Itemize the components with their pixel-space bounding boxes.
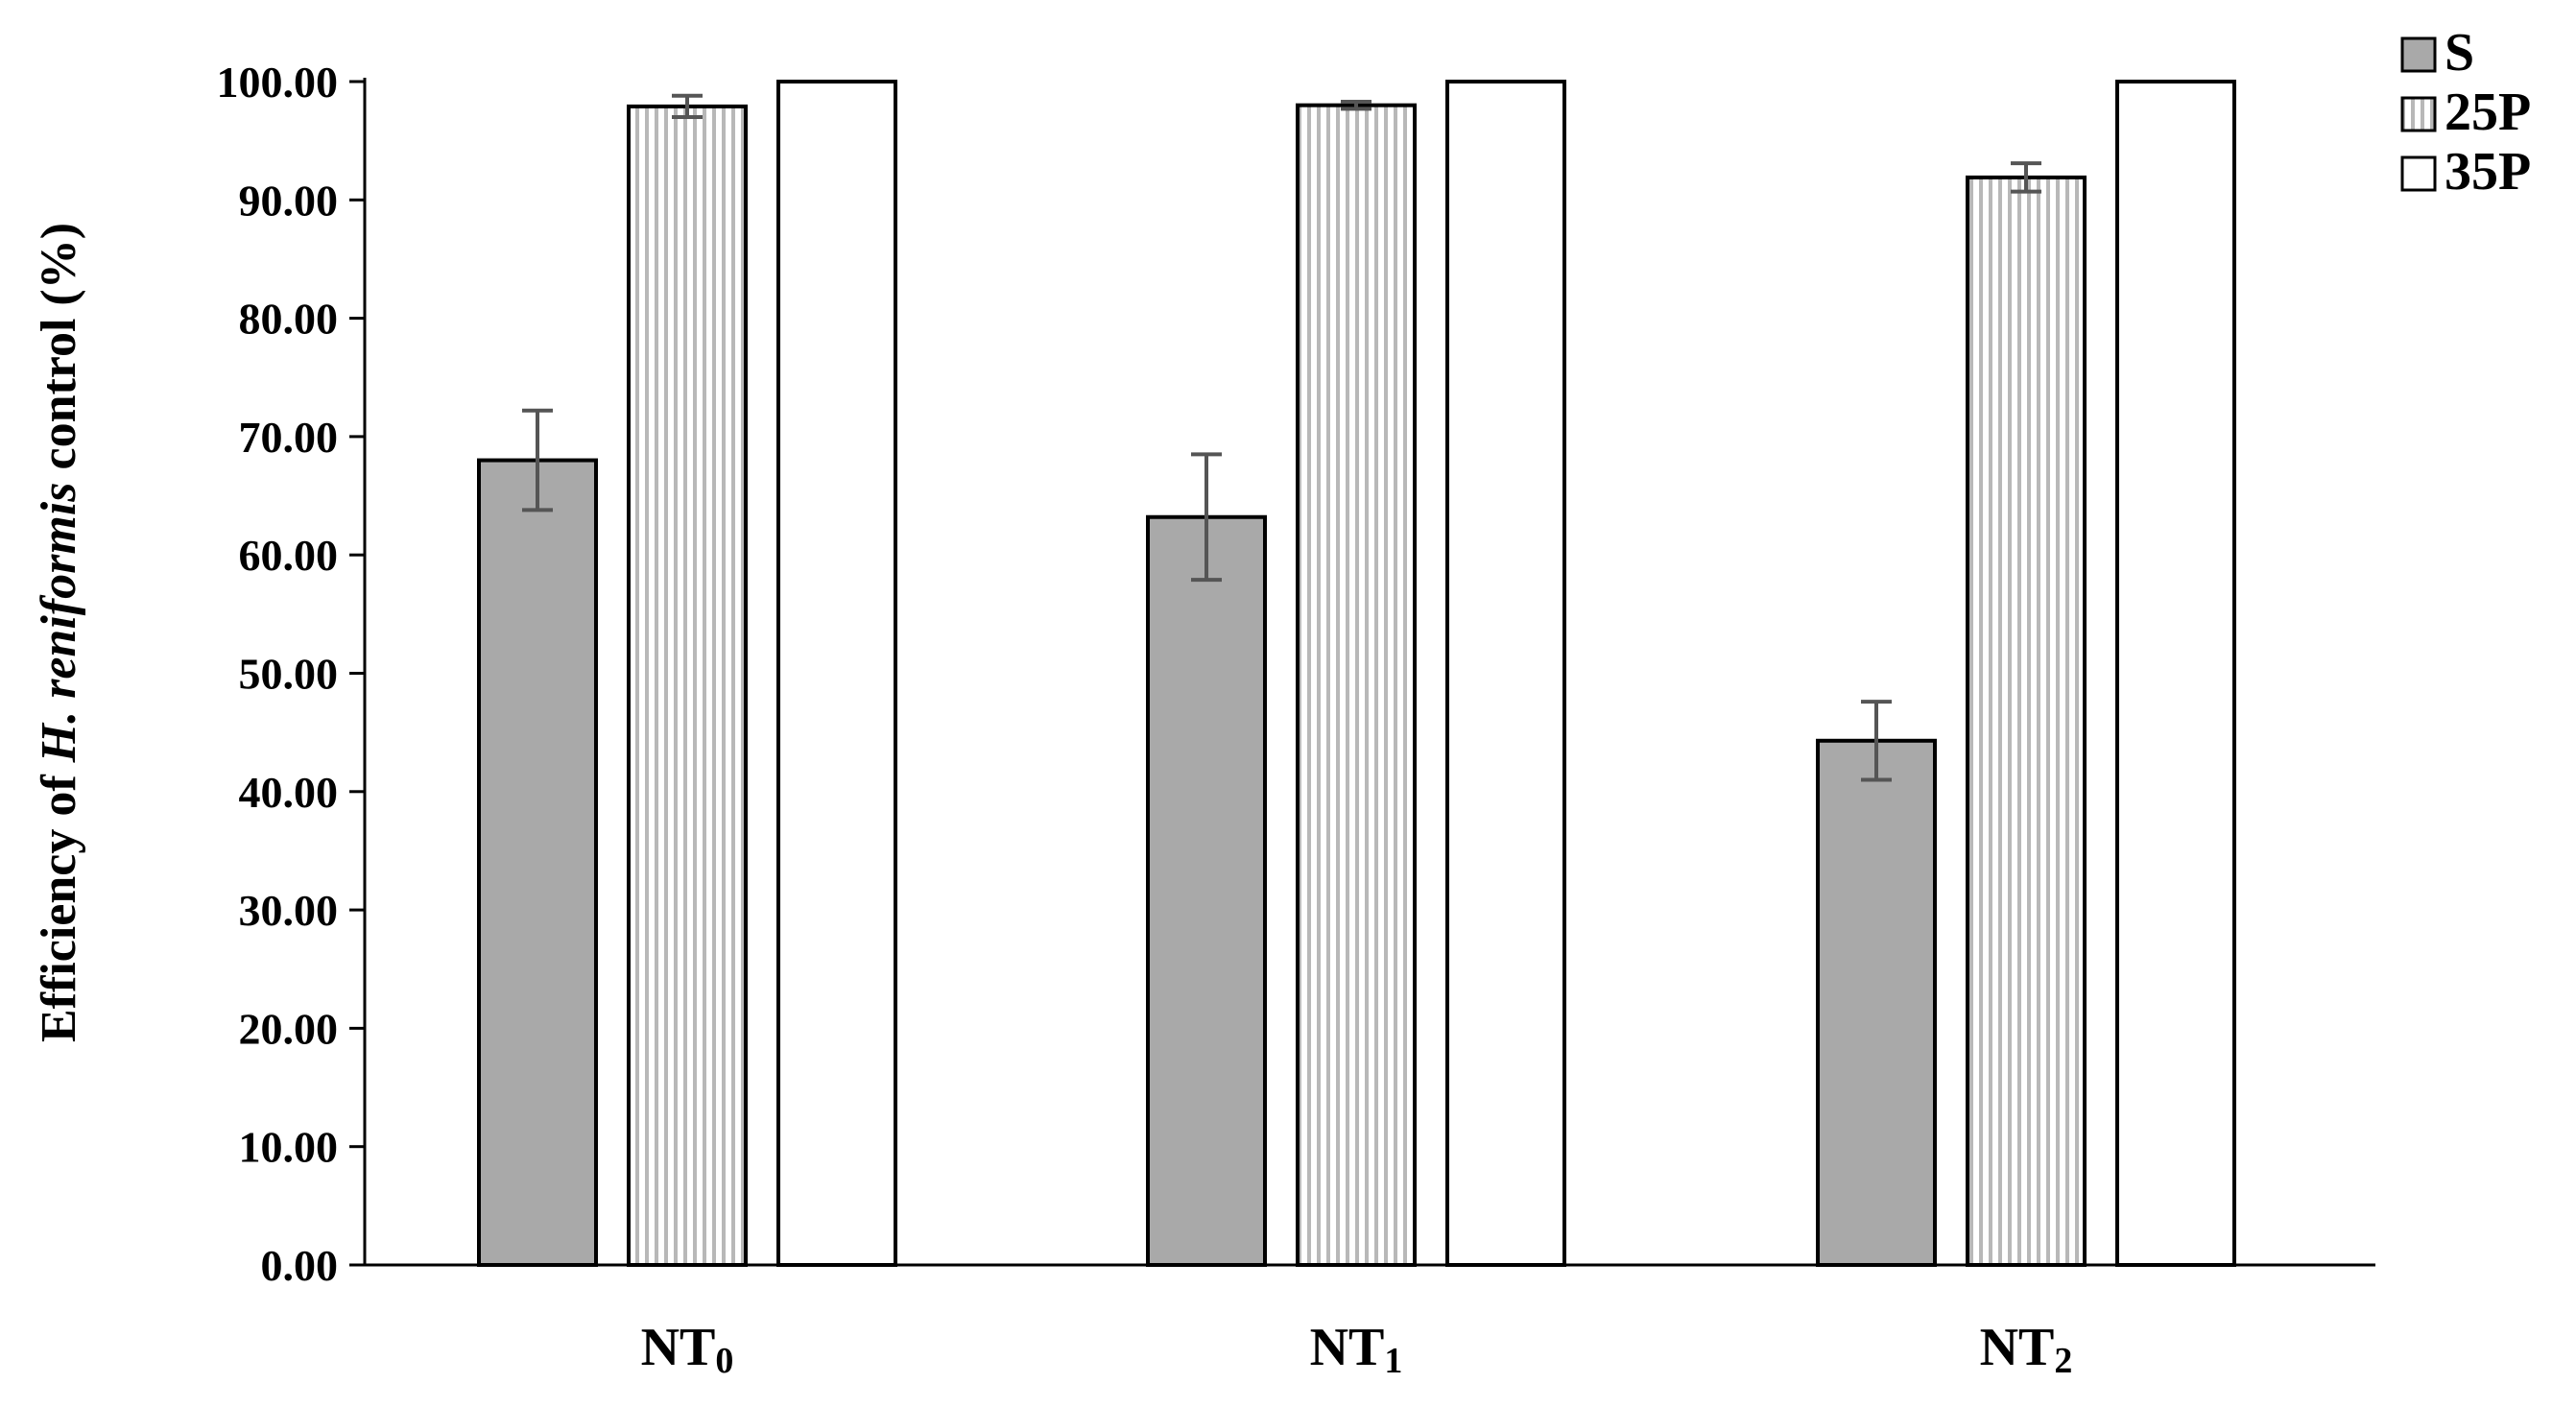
y-axis-ticks: 0.00 10.00 20.00 30.00 40.00 50.00 60.00 70.00 8…: [217, 58, 365, 1290]
axes: [363, 78, 2375, 1267]
legend-swatch-35p: [2400, 155, 2437, 192]
legend-label-35p: 35P: [2445, 142, 2531, 202]
x-axis-labels: NT0 NT1 NT2: [641, 1318, 2073, 1381]
bars: [477, 80, 2236, 1268]
y-axis-title-italic: H. reniformis: [32, 483, 86, 764]
bar-25p-2: [1966, 175, 2087, 1267]
bar-s-0: [477, 458, 598, 1267]
y-tick-label: 0.00: [261, 1241, 339, 1290]
y-tick-label: 20.00: [239, 1004, 339, 1053]
y-axis-title-prefix: Efficiency of: [32, 762, 86, 1042]
y-tick-label: 50.00: [239, 650, 339, 699]
y-tick-label: 90.00: [239, 176, 339, 225]
bar-35p-2: [2115, 80, 2236, 1267]
legend-label-25p: 25P: [2445, 83, 2531, 142]
y-tick-label: 80.00: [239, 295, 339, 344]
error-bars: [522, 93, 2041, 782]
x-category-label: NT1: [1310, 1318, 1403, 1381]
y-tick-label: 40.00: [239, 768, 339, 817]
legend-swatch-s: [2400, 36, 2437, 73]
y-tick-label: 30.00: [239, 886, 339, 935]
bar-35p-1: [1445, 80, 1566, 1267]
bar-25p-0: [627, 104, 748, 1268]
x-category-subscript: 1: [1384, 1341, 1402, 1381]
x-category-label: NT0: [641, 1318, 734, 1381]
bar-25p-1: [1296, 103, 1417, 1267]
x-category-subscript: 2: [2054, 1341, 2072, 1381]
y-tick-label: 100.00: [217, 58, 339, 107]
x-category-subscript: 0: [715, 1341, 733, 1381]
y-axis-title: Efficiency of H. reniformis control (%): [32, 223, 86, 1042]
bar-35p-0: [776, 80, 897, 1267]
y-axis-title-suffix: control (%): [32, 223, 86, 483]
legend-label-s: S: [2445, 23, 2474, 83]
bar-s-2: [1816, 738, 1937, 1267]
x-category-main: NT: [1310, 1318, 1385, 1377]
x-category-label: NT2: [1980, 1318, 2073, 1381]
y-tick-label: 60.00: [239, 531, 339, 580]
legend-swatch-25p: [2400, 96, 2437, 132]
x-category-main: NT: [641, 1318, 716, 1377]
y-tick-label: 10.00: [239, 1123, 339, 1172]
bar-s-1: [1146, 514, 1267, 1267]
y-tick-label: 70.00: [239, 413, 339, 462]
x-category-main: NT: [1980, 1318, 2055, 1377]
